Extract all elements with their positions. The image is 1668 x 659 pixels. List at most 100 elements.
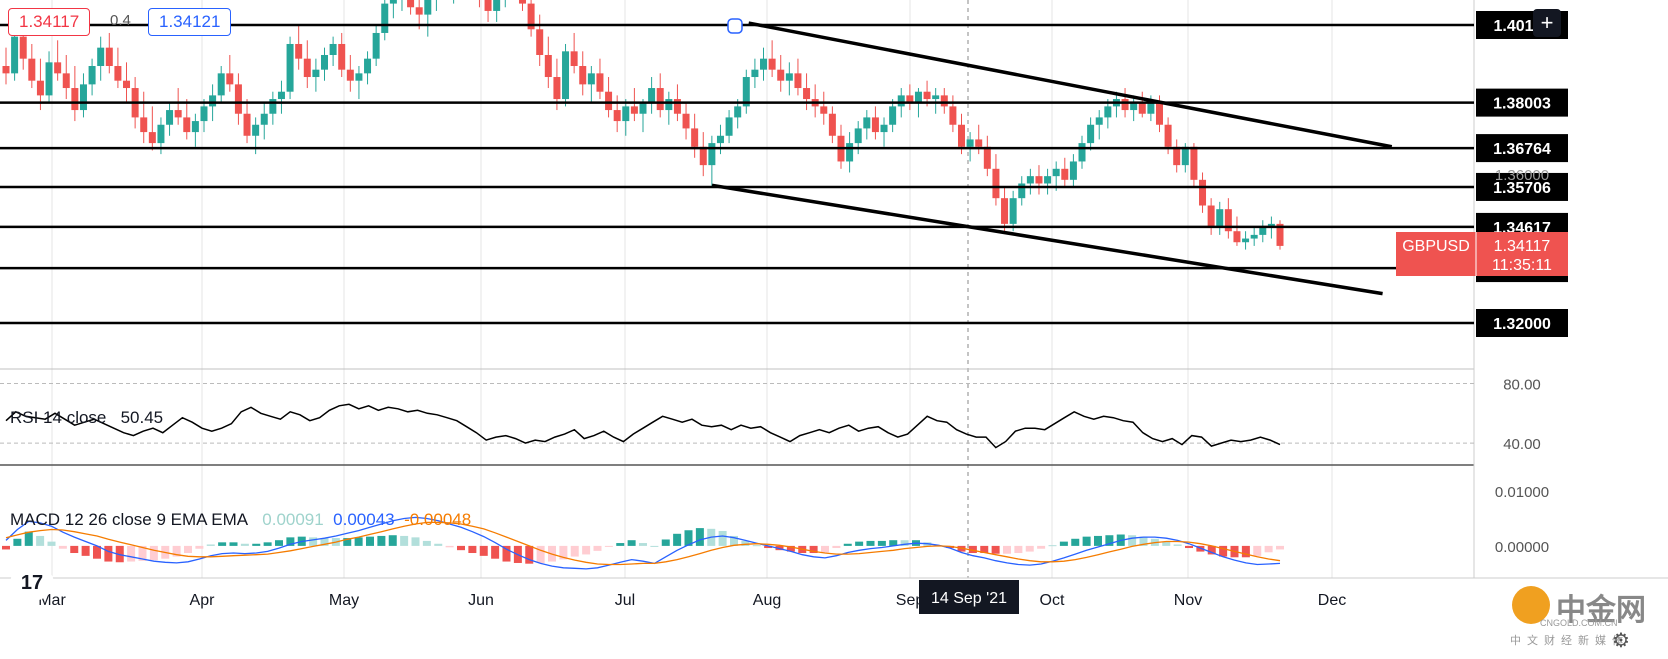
candle-body (1233, 231, 1241, 243)
macd-legend[interactable]: MACD 12 26 close 9 EMA EMA 0.00091 0.000… (10, 510, 471, 530)
candle-body (1181, 146, 1189, 166)
candle-body (975, 139, 983, 147)
tradingview-logo[interactable]: 17 (10, 565, 54, 601)
macd-histogram-bar (821, 545, 829, 553)
candle-body (768, 58, 776, 70)
macd-histogram-bar (286, 537, 295, 546)
macd-histogram-bar (411, 537, 420, 546)
candle-body (716, 135, 724, 144)
candle-body (355, 73, 363, 81)
candle-body (62, 73, 70, 89)
candle-body (19, 36, 27, 59)
macd-histogram-bar (1185, 545, 1193, 549)
candle-body (914, 91, 922, 103)
macd-histogram-bar (275, 540, 283, 546)
candle-body (123, 80, 131, 89)
macd-histogram-bar (809, 545, 818, 554)
fib-level-label: 0.4 (110, 12, 131, 29)
candle-body (854, 128, 862, 144)
candle-body (2, 66, 10, 74)
macd-histogram-bar (1071, 538, 1080, 546)
macd-histogram-bar (388, 535, 397, 546)
time-axis-label: Aug (753, 592, 781, 609)
price-badge-left: 1.34117 (8, 8, 91, 36)
candle-body (97, 47, 105, 67)
rsi-legend-name: RSI 14 close (10, 408, 107, 427)
macd-histogram-bar (1048, 545, 1057, 547)
candle-body (1130, 102, 1138, 111)
macd-histogram-bar (457, 545, 465, 551)
macd-histogram-bar (866, 540, 875, 546)
candle-body (1164, 124, 1172, 147)
candle-body (243, 113, 251, 136)
macd-histogram-bar (263, 542, 272, 546)
macd-histogram-bar (1025, 545, 1034, 552)
macd-histogram-bar (195, 545, 204, 549)
macd-histogram-bar (730, 535, 738, 546)
candle-body (1224, 209, 1232, 232)
candle-body (897, 95, 905, 107)
macd-histogram-bar (343, 538, 352, 546)
candle-body (1052, 168, 1060, 177)
candle-body (1001, 198, 1009, 224)
macd-histogram-bar (764, 545, 773, 549)
candle-body (54, 62, 62, 74)
macd-histogram-bar (604, 545, 613, 547)
macd-histogram-bar (889, 540, 898, 546)
candle-body (734, 106, 742, 118)
macd-histogram-bar (1264, 545, 1273, 553)
candle-body (234, 84, 242, 114)
rsi-legend[interactable]: RSI 14 close 50.45 (10, 408, 163, 428)
watermark-brand: 中金网 (1556, 594, 1646, 627)
candle-body (1155, 102, 1163, 125)
price-level-tag-bg (1476, 88, 1568, 117)
price-level-tag-bg (1476, 134, 1568, 163)
candle-body (286, 43, 294, 92)
candle-body (665, 99, 673, 111)
crosshair-date-label: 14 Sep '21 (931, 590, 1007, 607)
price-axis-tick: 1.36000 (1495, 167, 1549, 184)
candle-body (889, 106, 897, 125)
candle-body (364, 58, 372, 74)
add-price-alert-button[interactable]: + (1533, 9, 1561, 37)
macd-histogram-bar (593, 545, 602, 551)
candle-body (553, 77, 561, 100)
macd-histogram-bar (1128, 535, 1137, 546)
macd-histogram-bar (218, 542, 227, 546)
macd-histogram-bar (695, 528, 704, 546)
macd-histogram-bar (2, 545, 10, 550)
candle-body (338, 43, 346, 70)
macd-histogram-bar (252, 543, 261, 546)
candle-body (415, 7, 423, 15)
trendline-anchor-handle (727, 18, 743, 34)
macd-histogram-bar (377, 535, 386, 546)
macd-histogram-bar (1207, 545, 1216, 555)
trendline-upper (748, 21, 1393, 149)
macd-histogram-bar (445, 545, 454, 548)
candle-body (295, 43, 303, 59)
candle-body (1095, 117, 1103, 125)
macd-histogram-bar (127, 545, 136, 562)
price-level-tag-text: 1.38003 (1493, 96, 1551, 113)
symbol-label: GBPUSD (1402, 238, 1470, 255)
macd-histogram-bar (184, 545, 192, 554)
candle-body (562, 51, 570, 100)
candle-body (596, 73, 604, 92)
gear-icon[interactable]: ⚙ (1612, 630, 1630, 652)
candle-body (226, 73, 234, 85)
macd-histogram-bar (309, 537, 318, 546)
macd-legend-name: MACD 12 26 close 9 EMA EMA (10, 510, 249, 529)
last-price-tag-bg (1396, 232, 1568, 276)
macd-histogram-bar (1139, 536, 1148, 546)
candle-body (11, 36, 19, 74)
candle-body (88, 66, 96, 85)
candle-body (751, 69, 759, 78)
trendline-lower (711, 183, 1383, 296)
macd-histogram-bar (47, 541, 56, 546)
candle-body (966, 139, 974, 147)
macd-signal-value: -0.00048 (404, 510, 472, 529)
candle-body (1207, 205, 1215, 228)
candle-body (1199, 179, 1207, 206)
